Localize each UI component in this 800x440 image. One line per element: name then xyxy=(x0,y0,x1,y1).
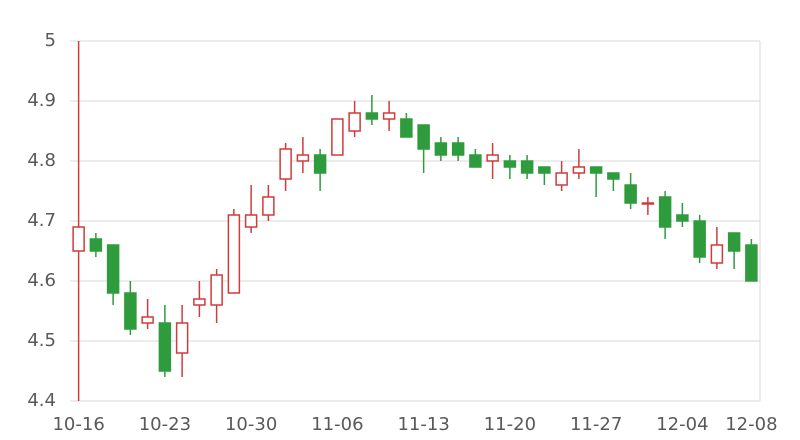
x-tick-label: 12-08 xyxy=(725,414,777,435)
candle-body xyxy=(434,142,448,156)
candle-body xyxy=(400,118,413,138)
y-tick-label: 4.5 xyxy=(27,330,56,351)
y-tick-label: 4.4 xyxy=(27,390,56,411)
candle-body xyxy=(469,154,482,168)
candle-body xyxy=(624,184,637,204)
candle-body xyxy=(210,274,223,306)
candle-body xyxy=(158,322,172,372)
candle-body xyxy=(227,214,241,294)
candle-body xyxy=(572,166,586,174)
candle-body xyxy=(262,196,275,216)
y-tick-label: 4.7 xyxy=(27,210,56,231)
candle-body xyxy=(486,154,499,162)
x-tick-label: 11-20 xyxy=(484,414,536,435)
x-tick-label: 11-06 xyxy=(311,414,363,435)
candle-body xyxy=(141,316,154,324)
candle-body xyxy=(745,244,758,282)
candle-body xyxy=(676,214,689,222)
candle-body xyxy=(331,118,344,156)
candle-body xyxy=(641,202,655,205)
y-tick-label: 4.6 xyxy=(27,270,56,291)
candle-body xyxy=(658,196,672,228)
candle-body xyxy=(72,226,85,252)
x-tick-label: 11-13 xyxy=(397,414,449,435)
x-tick-label: 12-04 xyxy=(656,414,708,435)
y-tick-label: 4.8 xyxy=(27,150,56,171)
candle-body xyxy=(451,142,465,156)
candle-body xyxy=(279,148,292,180)
candle-body xyxy=(348,112,361,132)
candle-body xyxy=(106,244,120,294)
candle-body xyxy=(710,244,724,264)
candle-body xyxy=(296,154,310,162)
x-tick-label: 10-16 xyxy=(52,414,104,435)
y-tick-label: 4.9 xyxy=(27,90,56,111)
x-tick-label: 10-30 xyxy=(225,414,277,435)
candle-body xyxy=(175,322,189,354)
candle-body xyxy=(365,112,379,120)
candle-body xyxy=(244,214,258,228)
candle-body xyxy=(693,220,706,258)
y-tick-label: 5 xyxy=(45,30,56,51)
candle-body xyxy=(520,160,534,174)
candle-body xyxy=(589,166,603,174)
candle-body xyxy=(417,124,430,150)
candle-body xyxy=(193,298,206,306)
candle-body xyxy=(313,154,327,174)
candle-body xyxy=(382,112,396,120)
candle-body xyxy=(555,172,568,186)
candle-body xyxy=(607,172,620,180)
candle-body xyxy=(538,166,551,174)
x-tick-label: 10-23 xyxy=(139,414,191,435)
candle-body xyxy=(89,238,103,252)
candle-body xyxy=(727,232,741,252)
candle-body xyxy=(124,292,137,330)
x-tick-label: 11-27 xyxy=(570,414,622,435)
candle-body xyxy=(503,160,517,168)
